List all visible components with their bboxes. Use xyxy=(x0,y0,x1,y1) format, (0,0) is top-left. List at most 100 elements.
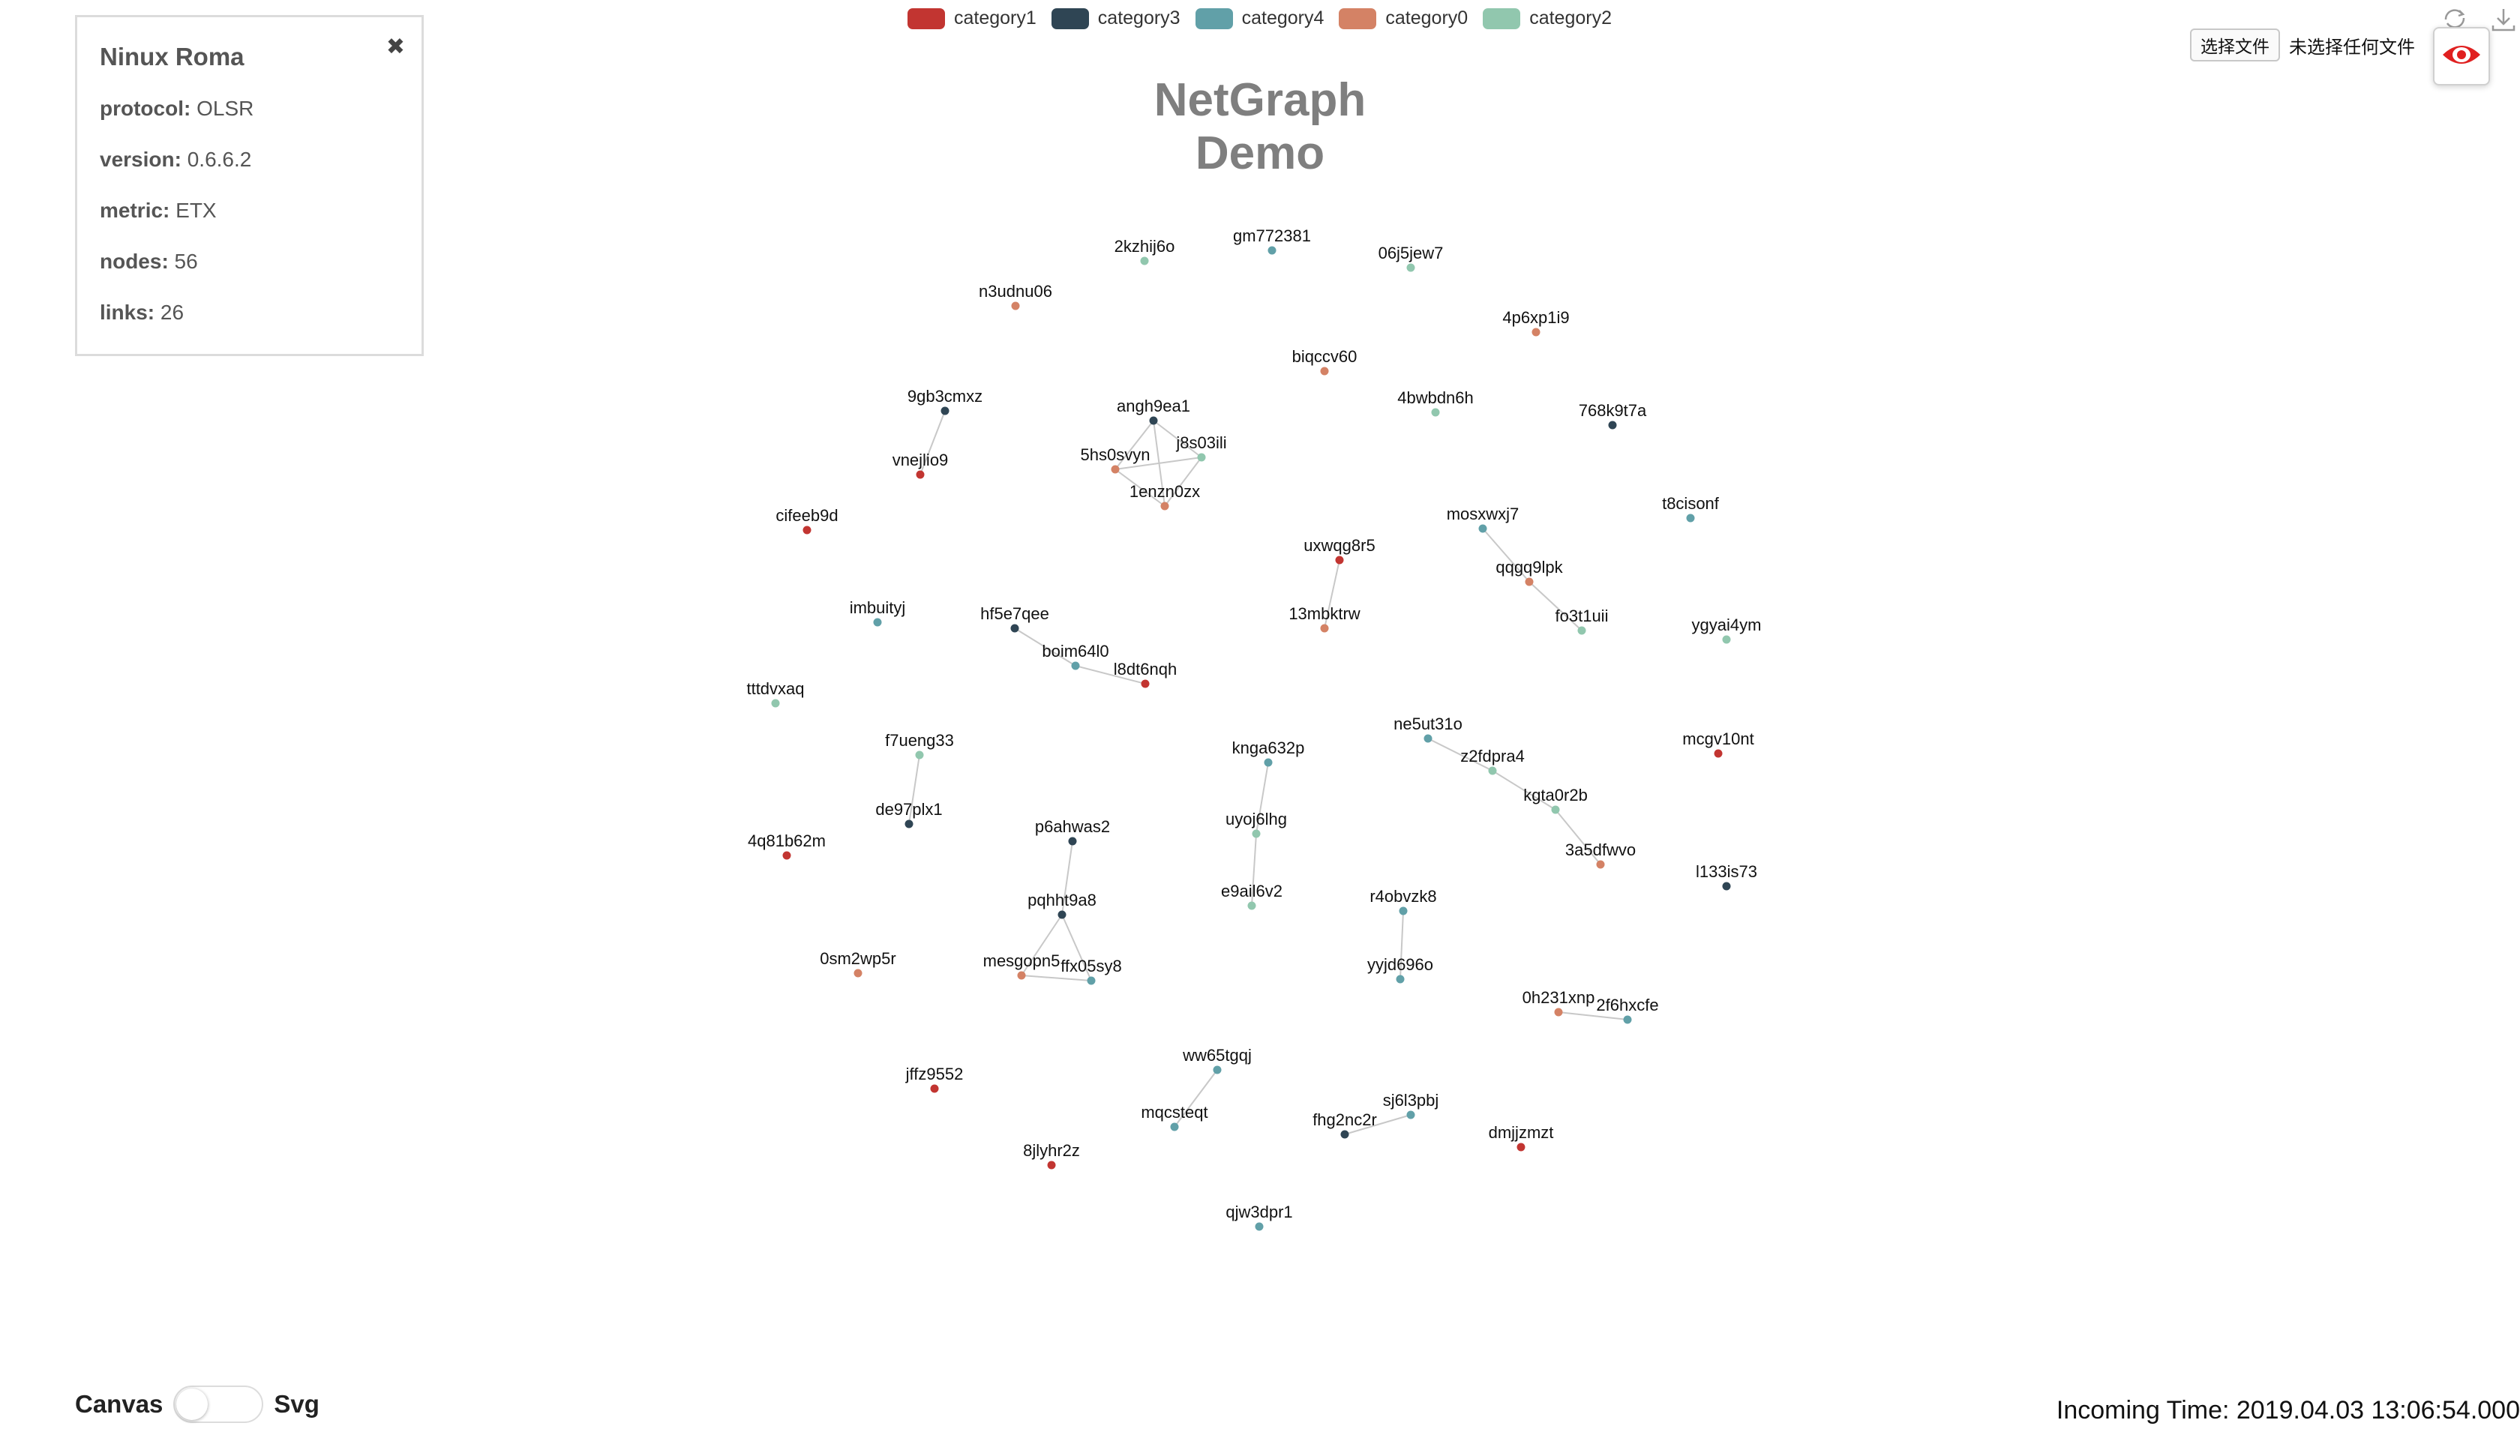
node-dot[interactable] xyxy=(782,851,791,860)
node-dot[interactable] xyxy=(854,969,862,978)
graph-node[interactable]: jffz9552 xyxy=(905,1065,964,1093)
graph-link[interactable] xyxy=(1528,581,1582,631)
node-dot[interactable] xyxy=(1554,1008,1563,1017)
node-dot[interactable] xyxy=(802,526,812,535)
node-dot[interactable] xyxy=(1686,514,1695,523)
graph-link[interactable] xyxy=(1558,1011,1628,1020)
node-dot[interactable] xyxy=(1255,1222,1264,1231)
graph-node[interactable]: tttdvxaq xyxy=(746,679,805,708)
node-dot[interactable] xyxy=(904,819,914,828)
node-dot[interactable] xyxy=(1320,624,1329,633)
graph-node[interactable]: ww65tgqj xyxy=(1182,1046,1252,1074)
graph-node[interactable]: 2f6hxcfe xyxy=(1596,996,1659,1024)
graph-node[interactable]: 06j5jew7 xyxy=(1378,244,1444,272)
node-dot[interactable] xyxy=(1478,524,1487,533)
graph-node[interactable]: 1enzn0zx xyxy=(1130,482,1200,511)
legend-item-category4[interactable]: category4 xyxy=(1195,7,1324,29)
node-dot[interactable] xyxy=(1058,910,1066,919)
graph-link[interactable] xyxy=(1114,457,1202,470)
graph-node[interactable]: fhg2nc2r xyxy=(1312,1110,1377,1139)
node-dot[interactable] xyxy=(1017,971,1026,980)
graph-node[interactable]: pqhht9a8 xyxy=(1028,891,1096,919)
graph-node[interactable]: de97plx1 xyxy=(875,800,943,828)
node-dot[interactable] xyxy=(1268,246,1276,255)
eye-toggle-button[interactable] xyxy=(2433,27,2490,85)
graph-node[interactable]: mqcsteqt xyxy=(1141,1103,1208,1131)
node-dot[interactable] xyxy=(916,470,925,479)
node-dot[interactable] xyxy=(1010,624,1019,633)
graph-link[interactable] xyxy=(1256,762,1269,834)
node-dot[interactable] xyxy=(1525,577,1534,586)
node-dot[interactable] xyxy=(1087,976,1096,985)
node-dot[interactable] xyxy=(1406,1110,1415,1119)
graph-link[interactable] xyxy=(1075,665,1146,685)
node-dot[interactable] xyxy=(1399,906,1408,915)
node-dot[interactable] xyxy=(1608,421,1617,430)
node-dot[interactable] xyxy=(1406,263,1415,272)
graph-node[interactable]: 768k9t7a xyxy=(1579,401,1647,430)
choose-file-button[interactable]: 选择文件 xyxy=(2190,28,2280,61)
graph-node[interactable]: ne5ut31o xyxy=(1394,715,1462,743)
node-dot[interactable] xyxy=(1488,766,1497,775)
node-dot[interactable] xyxy=(1149,416,1158,425)
graph-link[interactable] xyxy=(1021,914,1063,976)
graph-link[interactable] xyxy=(1021,975,1092,981)
graph-link[interactable] xyxy=(1251,833,1257,906)
node-dot[interactable] xyxy=(1068,837,1077,846)
graph-link[interactable] xyxy=(1427,738,1493,771)
legend-item-category0[interactable]: category0 xyxy=(1339,7,1468,29)
node-dot[interactable] xyxy=(940,406,950,415)
graph-link[interactable] xyxy=(1482,528,1530,583)
graph-node[interactable]: z2fdpra4 xyxy=(1460,747,1525,775)
graph-node[interactable]: gm772381 xyxy=(1233,226,1311,255)
legend-item-category2[interactable]: category2 xyxy=(1483,7,1612,29)
graph-node[interactable]: imbuityj xyxy=(850,598,906,627)
graph-node[interactable]: 13mbktrw xyxy=(1288,604,1360,633)
graph-link[interactable] xyxy=(1344,1114,1412,1135)
graph-node[interactable]: cifeeb9d xyxy=(776,506,838,535)
node-dot[interactable] xyxy=(1247,901,1256,910)
graph-link[interactable] xyxy=(1153,420,1202,458)
graph-node[interactable]: f7ueng33 xyxy=(885,731,954,759)
graph-node[interactable]: vnejlio9 xyxy=(892,451,949,479)
node-dot[interactable] xyxy=(771,699,780,708)
node-dot[interactable] xyxy=(1252,829,1261,838)
download-icon[interactable] xyxy=(2491,7,2516,35)
graph-node[interactable]: 4p6xp1i9 xyxy=(1502,308,1570,337)
node-dot[interactable] xyxy=(1335,556,1344,565)
refresh-icon[interactable] xyxy=(2441,7,2468,35)
graph-node[interactable]: yyjd696o xyxy=(1367,955,1433,984)
node-dot[interactable] xyxy=(1516,1143,1526,1152)
graph-node[interactable]: fo3t1uii xyxy=(1556,607,1609,635)
graph-node[interactable]: kgta0r2b xyxy=(1523,786,1588,814)
graph-node[interactable]: t8cisonf xyxy=(1662,494,1720,523)
node-dot[interactable] xyxy=(1532,328,1540,337)
graph-node[interactable]: 8jlyhr2z xyxy=(1023,1141,1080,1170)
node-dot[interactable] xyxy=(1011,301,1020,310)
node-dot[interactable] xyxy=(1396,975,1405,984)
graph-node[interactable]: l133is73 xyxy=(1696,862,1757,891)
graph-link[interactable] xyxy=(1174,1069,1218,1128)
node-dot[interactable] xyxy=(1431,408,1440,417)
node-dot[interactable] xyxy=(1197,453,1206,462)
graph-node[interactable]: 4bwbdn6h xyxy=(1397,388,1474,417)
graph-link[interactable] xyxy=(1164,457,1202,507)
node-dot[interactable] xyxy=(1340,1130,1349,1139)
node-dot[interactable] xyxy=(915,750,924,759)
graph-link[interactable] xyxy=(1324,559,1340,629)
node-dot[interactable] xyxy=(1577,626,1586,635)
graph-node[interactable]: 4q81b62m xyxy=(748,831,826,860)
node-dot[interactable] xyxy=(1111,465,1120,474)
graph-node[interactable]: 0sm2wp5r xyxy=(820,949,896,978)
graph-node[interactable]: j8s03ili xyxy=(1175,433,1227,462)
graph-link[interactable] xyxy=(1061,840,1073,915)
graph-node[interactable]: 5hs0svyn xyxy=(1081,445,1150,474)
graph-node[interactable]: knga632p xyxy=(1232,738,1305,767)
graph-node[interactable]: biqccv60 xyxy=(1292,347,1358,376)
graph-node[interactable]: dmjjzmzt xyxy=(1489,1123,1554,1152)
graph-link[interactable] xyxy=(920,410,946,475)
graph-node[interactable]: r4obvzk8 xyxy=(1370,887,1437,915)
graph-node[interactable]: p6ahwas2 xyxy=(1035,817,1110,846)
node-dot[interactable] xyxy=(1722,882,1731,891)
